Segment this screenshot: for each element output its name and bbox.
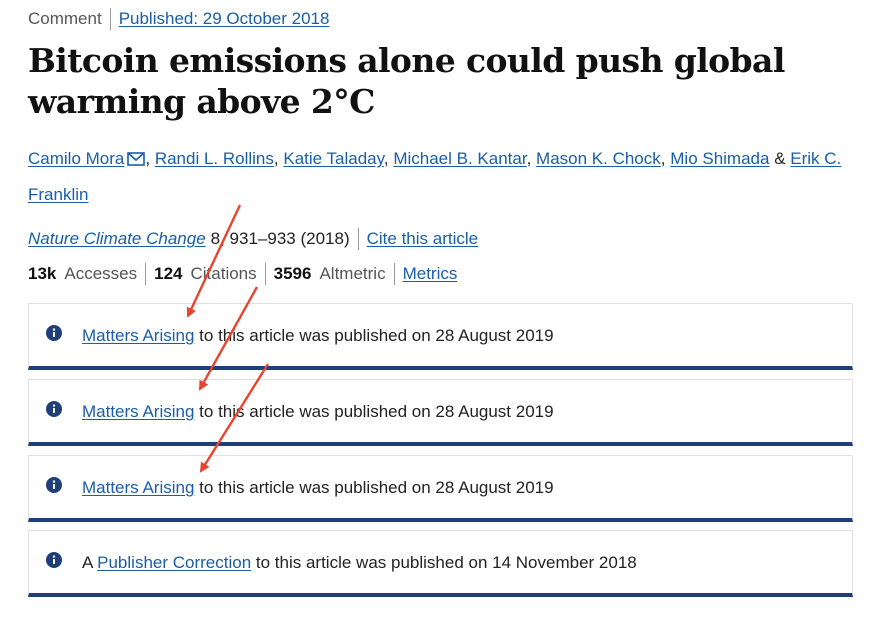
info-icon (46, 325, 62, 346)
article-meta: Comment Published: 29 October 2018 (28, 8, 329, 30)
info-icon (46, 401, 62, 422)
citations-count: 124 (154, 264, 183, 283)
journal-link[interactable]: Nature Climate Change (28, 229, 206, 248)
citation-line: Nature Climate Change 8, 931–933 (2018) … (28, 228, 478, 250)
article-type: Comment (28, 9, 102, 28)
mail-icon[interactable] (127, 144, 146, 178)
notice-text: to this article was published on 28 Augu… (199, 478, 554, 497)
matters-arising-link[interactable]: Matters Arising (82, 478, 195, 497)
accesses-label: Accesses (64, 264, 138, 283)
author-link-rollins[interactable]: Randi L. Rollins (154, 149, 274, 168)
author-list: Camilo Mora, Randi L. Rollins, Katie Tal… (28, 142, 853, 212)
author-link-chock[interactable]: Mason K. Chock (536, 149, 661, 168)
divider (109, 8, 111, 30)
author-link-mora[interactable]: Camilo Mora (28, 149, 125, 168)
cite-article-link[interactable]: Cite this article (366, 229, 479, 248)
page-title: Bitcoin emissions alone could push globa… (28, 41, 785, 121)
accesses-count: 13k (28, 264, 57, 283)
notice-text: to this article was published on 28 Augu… (199, 402, 554, 421)
info-icon (46, 552, 62, 573)
notice-text: to this article was published on 28 Augu… (199, 326, 554, 345)
author-link-shimada[interactable]: Mio Shimada (670, 149, 770, 168)
matters-arising-link[interactable]: Matters Arising (82, 402, 195, 421)
altmetric-score: 3596 (273, 264, 312, 283)
citations-label: Citations (190, 264, 257, 283)
notice-publisher-correction: A Publisher Correction to this article w… (28, 530, 853, 597)
publisher-correction-link[interactable]: Publisher Correction (97, 553, 252, 572)
notice-matters-arising-2: Matters Arising to this article was publ… (28, 379, 853, 446)
info-icon (46, 477, 62, 498)
notice-matters-arising-1: Matters Arising to this article was publ… (28, 303, 853, 370)
journal-details: 8, 931–933 (2018) (210, 229, 350, 248)
matters-arising-link[interactable]: Matters Arising (82, 326, 195, 345)
divider (145, 263, 147, 285)
notice-prefix: A (82, 553, 93, 572)
author-link-kantar[interactable]: Michael B. Kantar (393, 149, 527, 168)
notice-text: to this article was published on 14 Nove… (255, 553, 637, 572)
metrics-bar: 13k Accesses 124 Citations 3596 Altmetri… (28, 263, 457, 285)
divider (393, 263, 395, 285)
notice-matters-arising-3: Matters Arising to this article was publ… (28, 455, 853, 522)
published-date-link[interactable]: Published: 29 October 2018 (118, 9, 330, 28)
author-link-taladay[interactable]: Katie Taladay (283, 149, 384, 168)
author-link-franklin[interactable]: Erik C. Franklin (28, 149, 842, 204)
altmetric-label: Altmetric (319, 264, 386, 283)
divider (357, 228, 359, 250)
divider (264, 263, 266, 285)
annotation-arrow (186, 204, 242, 318)
metrics-link[interactable]: Metrics (402, 264, 458, 283)
